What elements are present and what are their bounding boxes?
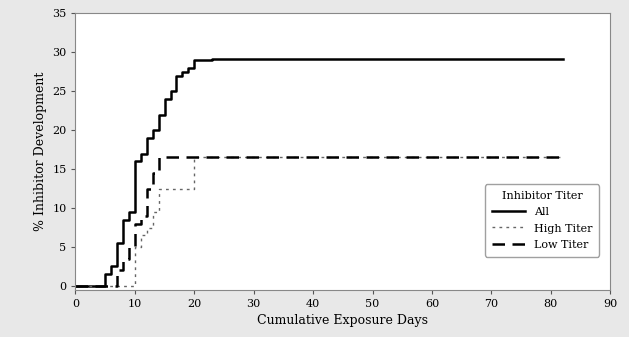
X-axis label: Cumulative Exposure Days: Cumulative Exposure Days xyxy=(257,314,428,328)
Y-axis label: % Inhibitor Development: % Inhibitor Development xyxy=(33,72,47,231)
Legend: All, High Titer, Low Titer: All, High Titer, Low Titer xyxy=(485,184,599,257)
